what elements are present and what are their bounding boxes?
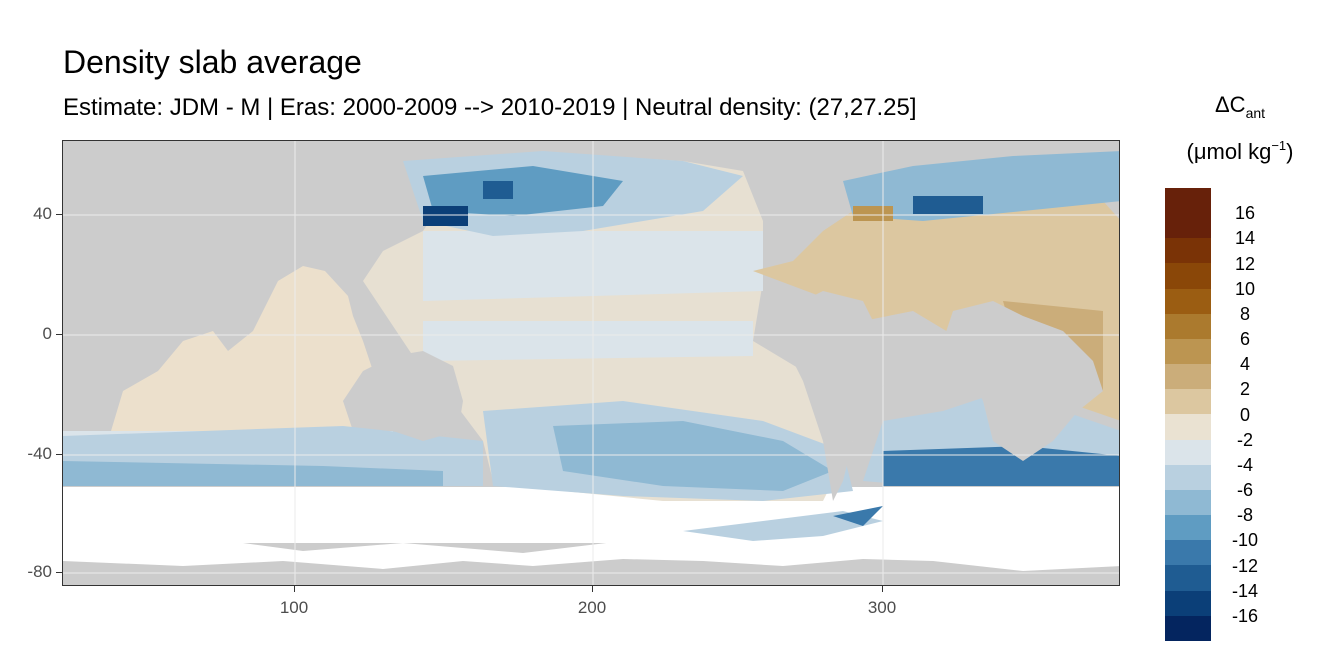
legend-title-sub: ant [1245,105,1266,121]
legend-color-step [1165,389,1211,415]
y-tickmark-0 [56,334,62,335]
legend-color-step [1165,464,1211,490]
chart-title: Density slab average [63,44,362,80]
legend-unit-sup: −1 [1271,138,1287,153]
y-tick-label: 40 [33,204,52,223]
legend-label: 12 [1234,253,1256,274]
legend-label: -16 [1231,605,1258,626]
x-tickmark-300 [882,586,883,592]
legend-label: -12 [1231,555,1258,576]
gulf-stream-patch [913,196,983,214]
australia-landmass [343,351,463,441]
legend-label: -2 [1236,429,1253,450]
pacific-equatorial-band [423,321,753,361]
x-tick-label: 100 [279,598,309,617]
legend-label: -4 [1236,454,1253,475]
kuroshio-patch [423,206,468,226]
legend-color-step [1165,515,1211,541]
legend-label: -6 [1236,480,1253,500]
south-atlantic-strong [883,446,1119,486]
legend-label: 4 [1239,354,1250,375]
x-tickmark-100 [294,586,295,592]
y-tick-label: 0 [42,324,52,343]
legend-color-step [1165,565,1211,591]
north-pacific-strong [423,166,623,216]
legend-unit: (μmol kg−1) [1160,138,1320,165]
legend-unit-suffix: ) [1286,139,1294,164]
legend-label: 14 [1234,228,1256,249]
x-tick-label: 200 [577,598,607,617]
legend-color-step [1165,439,1211,465]
southern-no-data-band [63,487,1119,543]
legend-color-step [1165,590,1211,616]
legend-label: -14 [1231,580,1258,601]
indian-ocean-north [63,266,393,441]
legend-color-step [1165,364,1211,390]
y-tickmark-neg80 [56,572,62,573]
legend-label: 8 [1239,303,1250,324]
legend-color-step [1165,489,1211,516]
legend-color-step [1165,188,1211,214]
legend-color-step [1165,338,1211,365]
legend-color-step [1165,263,1211,289]
antarctic-shelf-patch [833,506,883,526]
y-tick-label: -40 [27,444,52,463]
legend-title: ΔCant [1160,92,1320,121]
y-tickmark-40 [56,214,62,215]
legend-unit-prefix: (μmol kg [1186,139,1272,164]
legend-title-main: ΔC [1214,92,1246,117]
south-america-landmass [783,291,903,501]
legend-colorbar [1165,188,1211,641]
north-pacific-patch [483,181,513,199]
legend-label: 10 [1234,278,1256,299]
legend-label: 2 [1239,379,1250,400]
legend-color-step [1165,540,1211,566]
legend-color-step [1165,615,1211,641]
legend-label: 16 [1234,203,1256,224]
legend-color-step [1165,313,1211,339]
africa-landmass [943,301,1103,461]
southern-indian-strong [63,461,443,486]
legend-color-step [1165,288,1211,314]
subtropical-patch [853,206,893,221]
y-tickmark-neg40 [56,454,62,455]
x-tick-label: 300 [867,598,897,617]
y-tick-label: -80 [27,562,52,581]
antarctic-shelf-pacific [683,511,883,541]
legend-color-step [1165,213,1211,239]
north-atlantic-subpolar [843,151,1119,221]
map-svg [63,141,1119,585]
legend-label: 0 [1239,404,1250,425]
antarctic-coast-no-data [63,526,1119,571]
grid-lines [63,141,1119,585]
map-panel [62,140,1120,586]
legend-label: -8 [1236,505,1253,526]
legend-color-step [1165,414,1211,440]
south-pacific-strong [553,421,833,491]
x-tickmark-200 [592,586,593,592]
legend-label: -10 [1231,530,1258,551]
legend-label: 6 [1239,329,1250,349]
chart-subtitle: Estimate: JDM - M | Eras: 2000-2009 --> … [63,94,917,121]
legend-color-step [1165,238,1211,264]
